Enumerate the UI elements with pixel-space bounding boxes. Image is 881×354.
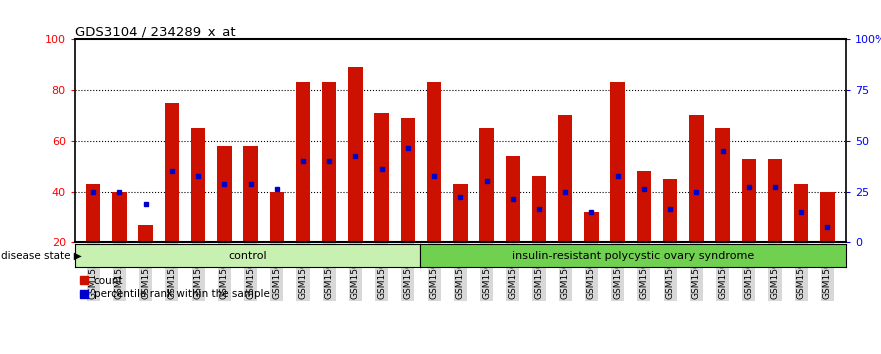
Bar	[794, 184, 809, 242]
Bar	[611, 82, 625, 242]
Bar	[584, 212, 598, 242]
Bar	[348, 67, 363, 242]
Bar	[165, 103, 179, 242]
Bar	[689, 115, 704, 242]
Bar	[479, 128, 493, 242]
Bar	[715, 128, 729, 242]
Bar	[401, 118, 415, 242]
Bar	[374, 113, 389, 242]
Bar	[191, 128, 205, 242]
Legend: count, percentile rank within the sample: count, percentile rank within the sample	[80, 276, 270, 299]
Bar	[663, 179, 677, 242]
Bar	[767, 159, 782, 242]
Bar	[637, 171, 651, 242]
Bar	[506, 156, 520, 242]
Bar	[296, 82, 310, 242]
Text: control: control	[228, 251, 267, 261]
Bar	[427, 82, 441, 242]
Bar	[243, 146, 258, 242]
Bar	[270, 192, 284, 242]
Bar	[217, 146, 232, 242]
Text: insulin-resistant polycystic ovary syndrome: insulin-resistant polycystic ovary syndr…	[512, 251, 754, 261]
Text: disease state ▶: disease state ▶	[1, 251, 82, 261]
Bar	[820, 192, 834, 242]
Bar	[86, 184, 100, 242]
Bar	[322, 82, 337, 242]
Bar	[742, 159, 756, 242]
Bar	[138, 225, 153, 242]
Bar	[558, 115, 573, 242]
Text: GDS3104 / 234289_x_at: GDS3104 / 234289_x_at	[75, 25, 235, 38]
Bar	[112, 192, 127, 242]
Bar	[453, 184, 468, 242]
Bar	[532, 176, 546, 242]
